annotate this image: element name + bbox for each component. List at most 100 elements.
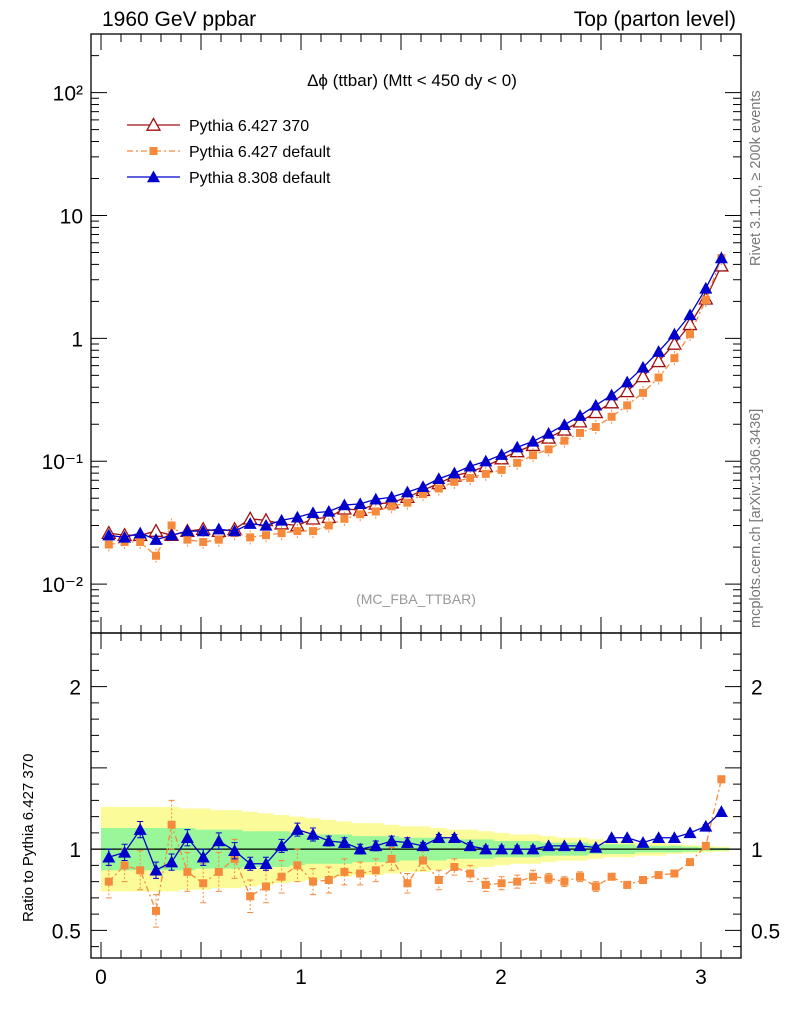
ratio-point [667,831,681,843]
x-tick-label: 1 [295,966,307,989]
ratio-y-tick-label: 1 [751,839,763,862]
ratio-point [371,866,380,875]
ratio-point [623,880,632,889]
ratio-point [149,863,163,876]
x-tick-label: 2 [495,966,507,989]
ratio-point [228,844,242,856]
ratio-point [589,841,603,853]
ratio-y-axis: 0.5 0.5 1 1 2 2 [52,653,780,948]
ratio-point [463,839,477,852]
ratio-point [544,874,553,883]
ratio-point [259,857,273,869]
ratio-point [510,842,524,855]
data-point [262,531,270,540]
data-point [180,524,194,537]
data-point [102,528,116,541]
data-point [450,477,459,486]
data-point [573,409,587,421]
ratio-point [385,834,399,847]
y-tick-label: 10⁻¹ [42,451,83,474]
main-y-axis: 10⁻² 10⁻¹ 1 10 10² [42,33,741,634]
data-point [591,422,600,431]
y-tick-label: 10 [60,205,83,228]
data-point [369,492,383,505]
legend-item: Pythia 8.308 default [127,170,331,187]
data-point [149,533,163,545]
ratio-point [670,869,679,878]
ratio-y-tick-label: 0.5 [751,920,780,943]
legend-label: Pythia 6.427 default [189,144,331,161]
ratio-y-tick-label: 2 [751,677,763,700]
data-point [639,388,647,397]
series-line [108,257,723,557]
ratio-point [262,882,270,891]
data-point [479,454,493,467]
ratio-point [699,819,713,832]
data-point [371,507,380,516]
ratio-point [387,854,396,863]
ratio-y-tick-label: 2 [69,677,81,700]
ratio-point [133,823,147,835]
ratio-point [513,877,522,886]
data-point [466,474,475,483]
legend-marker [147,170,160,183]
ratio-point [246,892,255,901]
ratio-point [576,872,584,881]
ratio-point [277,872,286,881]
data-point [167,521,176,530]
ratio-point [290,823,304,835]
data-point [309,527,317,536]
data-point [353,497,367,510]
ratio-point [353,842,367,855]
ratio-point [102,850,116,863]
ratio-point [686,858,694,867]
ratio-point [450,863,459,871]
ratio-point [557,839,571,852]
ratio-point [636,836,650,848]
data-point [133,526,147,539]
ratio-point [183,867,192,876]
y-tick-label: 10² [53,83,83,106]
ratio-plot-frame [90,632,742,959]
data-point [605,388,619,401]
data-point [620,375,634,388]
data-point [497,465,506,474]
data-point [576,428,584,437]
y-tick-label: 1 [71,328,83,351]
ratio-point [275,839,289,852]
ratio-point [479,842,493,855]
data-point [542,427,556,439]
main-series-2 [102,251,728,545]
data-point [293,527,302,536]
ratio-point [447,831,461,843]
data-point [603,394,620,409]
ratio-series-0 [104,775,726,928]
data-point [228,524,242,537]
ratio-point [605,831,619,843]
legend-item: Pythia 6.427 default [127,144,331,161]
ratio-point [199,879,208,888]
series-line [108,257,722,541]
data-point [526,434,540,447]
data-point [165,528,179,541]
ratio-point [481,880,490,889]
data-point [434,484,443,493]
ratio-point [701,841,710,850]
data-point [196,524,210,537]
ratio-point [714,805,728,817]
ratio-point [340,867,349,876]
main-series-1 [104,251,726,563]
data-point [513,458,522,467]
data-point [305,510,321,525]
ratio-point [165,855,179,868]
ratio-point [337,836,351,848]
ratio-point [167,820,176,829]
legend-label: Pythia 8.308 default [189,170,331,187]
data-point [589,398,603,411]
data-point [650,353,667,368]
ratio-point [152,906,160,915]
data-point [560,436,569,445]
data-point [670,354,679,363]
data-point [510,440,524,453]
